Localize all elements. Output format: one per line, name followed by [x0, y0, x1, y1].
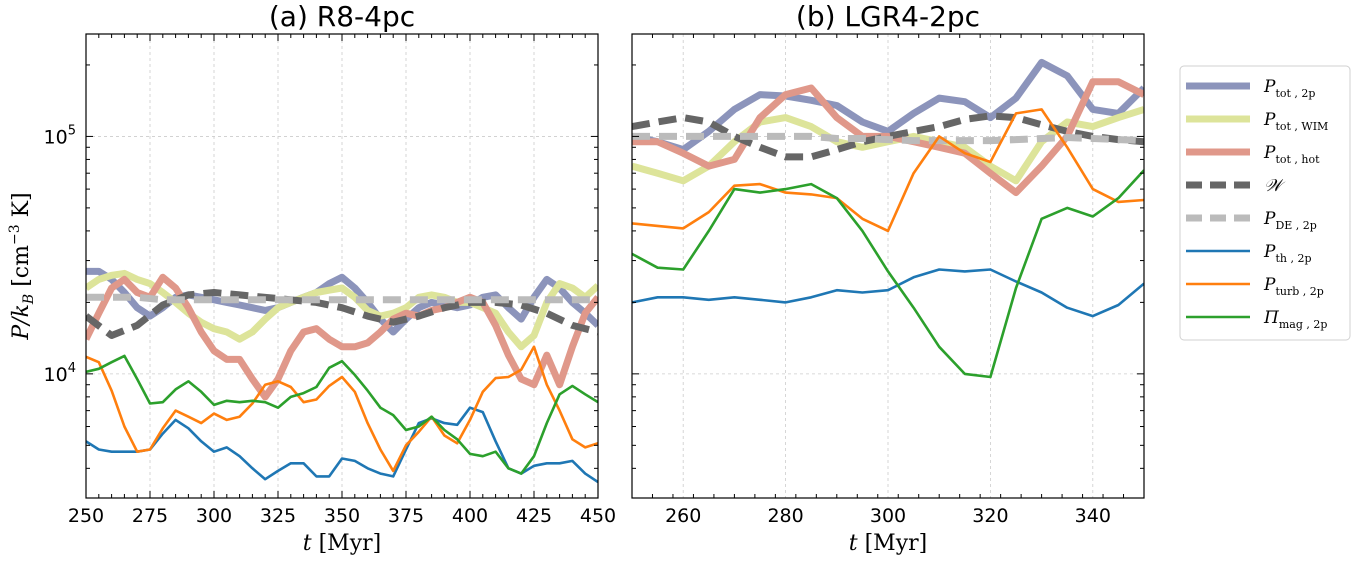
x-tick-label: 375: [388, 505, 424, 527]
x-tick-label: 320: [972, 505, 1008, 527]
legend-label: Ptot , WIM: [1263, 110, 1328, 133]
panel-b: 260 280 300 320 340 (b) LGR4-2pc t [Myr]: [631, 0, 1145, 556]
x-tick-label: 275: [132, 505, 168, 527]
y-axis-label: P/kB [cm−3 K]: [7, 192, 37, 340]
x-tick-label: 340: [1075, 505, 1111, 527]
series-line-W: [632, 112, 1144, 161]
legend-box: [1179, 65, 1351, 341]
axes-frame: [631, 33, 1145, 499]
x-tick-label: 400: [452, 505, 488, 527]
series-group: [632, 58, 1144, 379]
legend-label: Pth , 2p: [1263, 242, 1312, 265]
legend-label: Pturb , 2p: [1263, 275, 1324, 298]
x-tick-label: 450: [580, 505, 616, 527]
x-axis-label: t [Myr]: [849, 531, 927, 556]
x-tick-label: 260: [665, 505, 701, 527]
series-line-P_turb,2p: [632, 108, 1144, 233]
legend-label: Ptot , 2p: [1263, 77, 1315, 100]
series-line-P_th,2p: [632, 268, 1144, 318]
x-tick-label: 350: [324, 505, 360, 527]
series-line-Π_mag,2p: [632, 169, 1144, 379]
x-tick-label: 280: [767, 505, 803, 527]
x-tick-label: 325: [260, 505, 296, 527]
series-line-Π_mag,2p: [86, 354, 598, 475]
series-line-P_DE,2p: [632, 132, 1144, 145]
chart-title: (a) R8-4pc: [269, 0, 415, 33]
grid: [632, 34, 1144, 498]
chart-title: (b) LGR4-2pc: [796, 0, 980, 33]
panel-a: 250 275 300 325 350 375 400 425 450 104 105 (a) R8-…: [7, 0, 616, 556]
y-tick-label: 105: [44, 123, 76, 148]
legend-label: PDE , 2p: [1263, 209, 1317, 232]
x-tick-label: 250: [68, 505, 104, 527]
x-axis-label: t [Myr]: [303, 531, 381, 556]
series-line-P_DE,2p: [86, 293, 598, 304]
x-tick-label: 300: [196, 505, 232, 527]
x-tick-label: 300: [870, 505, 906, 527]
series-group: [86, 267, 598, 484]
legend-label: Πmag , 2p: [1263, 308, 1327, 331]
legend: Ptot , 2p Ptot , WIM Ptot , hot 𝒲 PDE , 2p Pt…: [1179, 65, 1351, 341]
legend-label: 𝒲: [1264, 176, 1286, 196]
series-line-P_tot,hot: [86, 273, 598, 401]
series-line-W: [86, 289, 598, 339]
y-tick-label: 104: [44, 361, 76, 386]
legend-label: Ptot , hot: [1263, 143, 1320, 166]
series-line-P_turb,2p: [86, 345, 598, 473]
x-tick-label: 425: [516, 505, 552, 527]
